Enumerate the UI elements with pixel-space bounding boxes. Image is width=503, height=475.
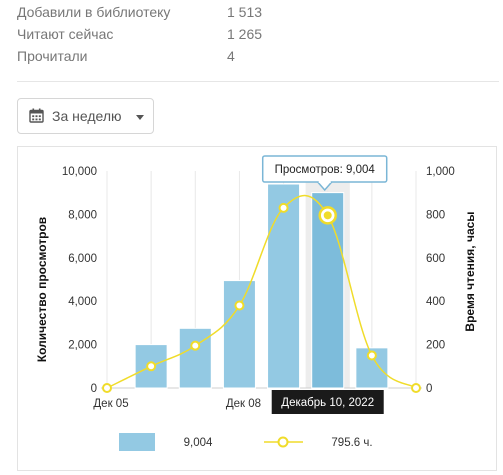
stats-block: Добавили в библиотеку 1 513 Читают сейча… xyxy=(17,2,497,68)
line-point[interactable] xyxy=(146,361,157,372)
y-left-axis-title: Количество просмотров xyxy=(35,217,49,362)
date-tooltip xyxy=(271,390,384,414)
legend-bar-value: 9,004 xyxy=(184,437,213,449)
legend-bar-swatch xyxy=(119,433,155,451)
y-left-tick-label: 8,000 xyxy=(68,209,97,221)
bar[interactable] xyxy=(178,327,212,389)
y-left-tick-label: 0 xyxy=(91,383,97,395)
line-point[interactable] xyxy=(102,383,112,393)
bar[interactable] xyxy=(222,280,256,389)
bar[interactable] xyxy=(311,192,345,389)
line-point-highlight-center xyxy=(323,211,332,220)
calendar-icon xyxy=(29,108,44,123)
y-left-tick-label: 6,000 xyxy=(68,253,97,265)
period-dropdown-button[interactable]: За неделю xyxy=(17,98,154,134)
x-tick-label: Дек 05 xyxy=(93,398,128,410)
stat-row-reading: Читают сейчас 1 265 xyxy=(17,24,497,46)
reading-time-line xyxy=(106,194,417,389)
line-point[interactable] xyxy=(278,202,289,213)
y-right-tick-label: 600 xyxy=(426,253,445,265)
period-dropdown-label: За неделю xyxy=(52,108,122,124)
legend-line-value: 795.6 ч. xyxy=(331,437,372,449)
y-left-tick-label: 4,000 xyxy=(68,296,97,308)
legend-line-marker xyxy=(277,436,289,448)
chart-container: 0 2,000 4,000 6,000 8,000 10,000 0 200 400 600 800… xyxy=(17,146,497,471)
stat-value: 1 265 xyxy=(227,26,263,42)
bar[interactable] xyxy=(267,183,301,389)
line-point[interactable] xyxy=(411,383,421,393)
stat-label: Добавили в библиотеку xyxy=(17,4,171,20)
y-right-tick-label: 1,000 xyxy=(426,166,455,178)
stat-label: Прочитали xyxy=(17,48,88,64)
stat-value: 1 513 xyxy=(227,4,263,20)
y-right-tick-label: 800 xyxy=(426,209,445,221)
line-point[interactable] xyxy=(190,340,201,351)
stat-row-finished: Прочитали 4 xyxy=(17,46,497,68)
x-tick-label: Дек 08 xyxy=(226,398,261,410)
chart: 0 2,000 4,000 6,000 8,000 10,000 0 200 400 600 800… xyxy=(35,155,477,451)
line-point[interactable] xyxy=(366,350,377,361)
value-tooltip-arrow xyxy=(317,181,333,192)
chevron-down-icon xyxy=(136,115,144,120)
stat-value: 4 xyxy=(227,48,235,64)
y-left-tick-label: 10,000 xyxy=(62,166,97,178)
value-tooltip-text: Просмотров: 9,004 xyxy=(275,164,376,176)
y-right-axis-title: Время чтения, часы xyxy=(463,211,477,331)
line-point[interactable] xyxy=(234,300,245,311)
y-left-tick-label: 2,000 xyxy=(68,340,97,352)
date-tooltip-text: Декабрь 10, 2022 xyxy=(281,397,374,409)
y-right-tick-label: 0 xyxy=(426,383,432,395)
y-right-tick-label: 400 xyxy=(426,296,445,308)
stat-row-added: Добавили в библиотеку 1 513 xyxy=(17,2,497,24)
divider xyxy=(17,81,499,82)
y-right-tick-label: 200 xyxy=(426,340,445,352)
stat-label: Читают сейчас xyxy=(17,26,114,42)
